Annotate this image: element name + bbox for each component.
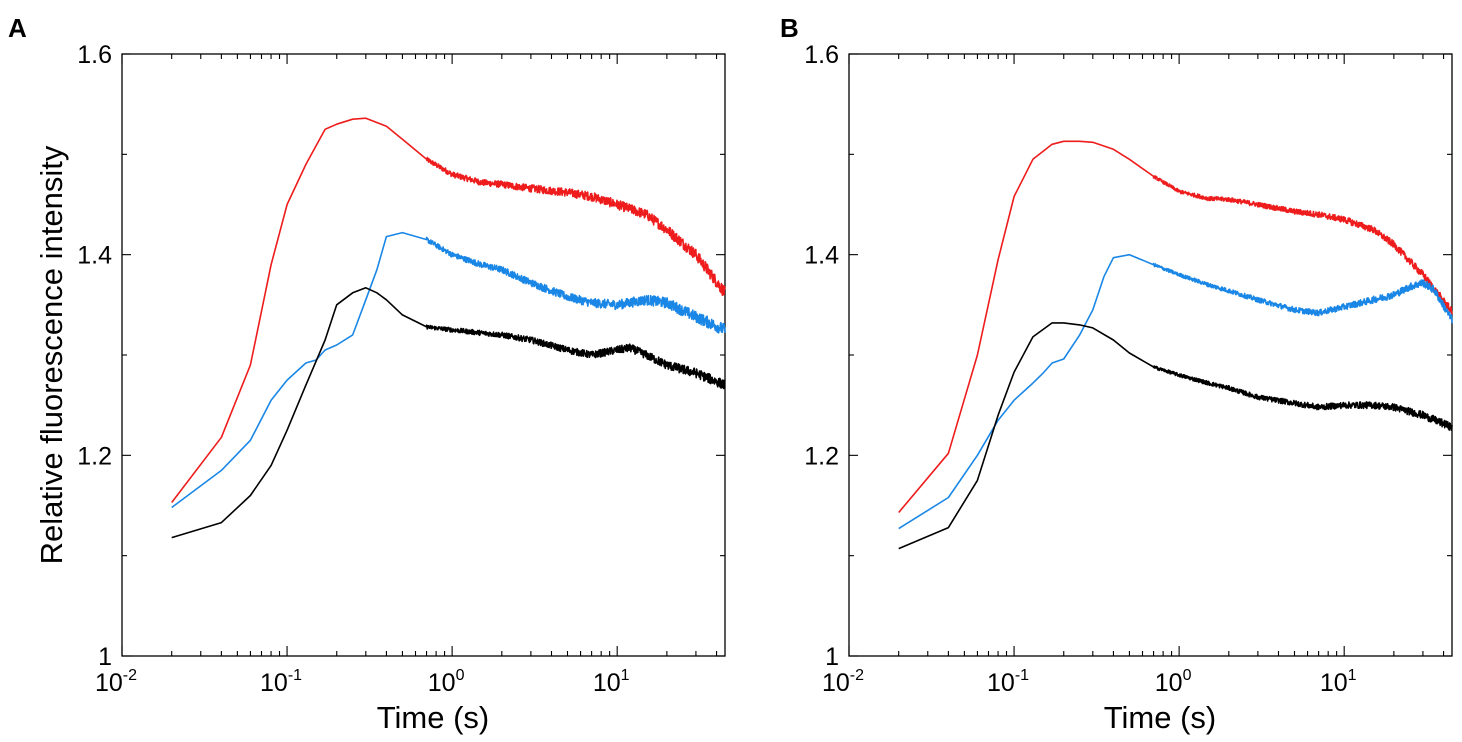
panel-a-x-axis-label: Time (s) xyxy=(377,700,490,735)
panel-b-y-tick-label: 1.2 xyxy=(804,442,839,470)
panel-a-y-tick-label: 1.6 xyxy=(77,41,112,69)
panel-b-y-tick-label: 1 xyxy=(825,643,839,671)
panel-a-frame xyxy=(121,53,726,657)
panel-a-label: A xyxy=(8,13,27,43)
panel-a-x-tick-label: 100 xyxy=(428,667,465,697)
panel-a-y-tick-label: 1 xyxy=(98,643,112,671)
panel-a-plot-area: 1 1.2 1.4 1.6 10-2 10-1 100 101 xyxy=(77,41,726,697)
panel-b-x-tick-label: 101 xyxy=(1320,667,1357,697)
panel-b-y-tick-label: 1.4 xyxy=(804,242,839,270)
panel-b-label: B xyxy=(780,13,799,43)
panel-b-series-red xyxy=(898,140,1453,514)
panel-a-series-black xyxy=(171,287,726,539)
panel-a-y-tick-label: 1.2 xyxy=(77,442,112,470)
panel-b-y-tick-label: 1.6 xyxy=(804,41,839,69)
panel-b-x-tick-label: 10-1 xyxy=(987,667,1029,697)
panel-b-plot-area: 1 1.2 1.4 1.6 10-2 10-1 100 101 xyxy=(804,41,1453,697)
panel-a-x-tick-label: 10-1 xyxy=(260,667,302,697)
panel-a-series-blue xyxy=(171,231,726,509)
panel-a-y-axis-label: Relative fluorescence intensity xyxy=(34,145,69,564)
panel-b-x-axis-label: Time (s) xyxy=(1104,700,1217,735)
panel-b: B Time (s) 1 1.2 1.4 1.6 10-2 10-1 100 101 xyxy=(780,13,1453,735)
panel-b-series-blue xyxy=(898,253,1453,530)
panel-b-frame xyxy=(848,53,1453,657)
panel-b-x-tick-label: 10-2 xyxy=(822,667,864,697)
panel-a: A Relative fluorescence intensity Time (… xyxy=(8,13,726,735)
panel-a-series-red xyxy=(171,117,726,503)
panel-a-x-tick-label: 10-2 xyxy=(95,667,137,697)
panel-b-series-black xyxy=(898,322,1453,550)
panel-a-y-tick-label: 1.4 xyxy=(77,242,112,270)
panel-b-x-tick-label: 100 xyxy=(1155,667,1192,697)
panel-a-x-tick-label: 101 xyxy=(593,667,630,697)
